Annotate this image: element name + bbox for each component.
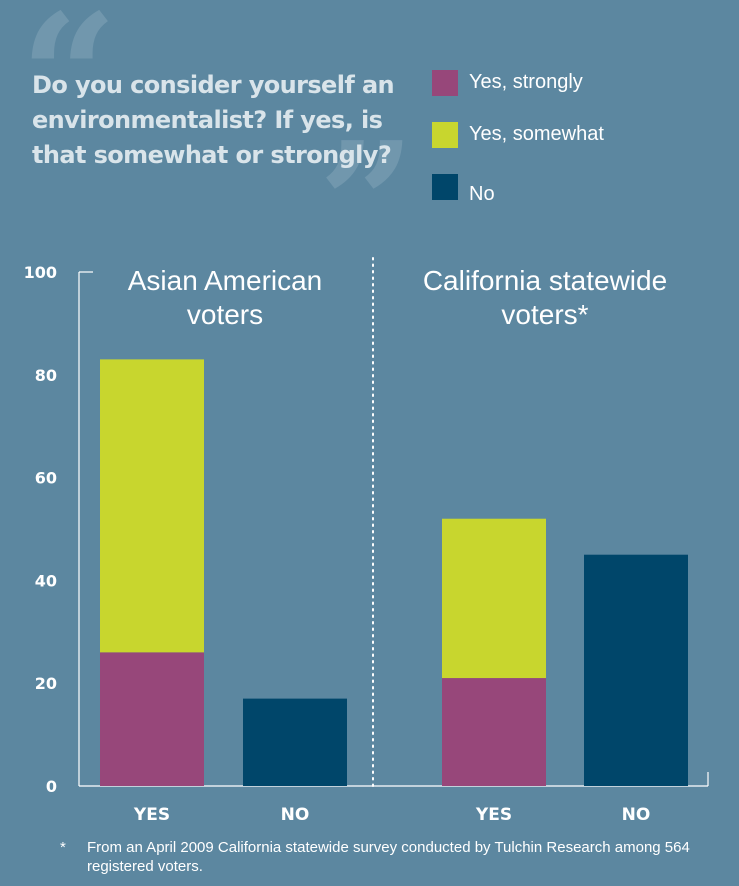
survey-question: Do you consider yourself an environmenta… <box>32 71 395 169</box>
bar-panel1-no-no <box>243 698 347 786</box>
legend-swatch-yes-strongly <box>432 69 458 96</box>
category-label-panel1-no: NO <box>281 805 310 825</box>
panel-title-1-line-1: Asian American <box>128 265 323 296</box>
bar-panel2-yes-yes-somewhat <box>442 518 546 679</box>
y-tick-label-60: 60 <box>35 469 57 488</box>
bar-panel2-no-no <box>584 554 688 786</box>
legend-swatch-yes-somewhat <box>432 121 458 148</box>
footnote-marker: * <box>60 839 66 856</box>
y-tick-label-0: 0 <box>46 777 57 796</box>
panel-title-2-line-2: voters* <box>501 299 588 330</box>
legend-label-yes-strongly: Yes, strongly <box>469 71 583 93</box>
legend-label-yes-somewhat: Yes, somewhat <box>469 123 604 145</box>
legend: Yes, strongly Yes, somewhat No <box>432 68 604 224</box>
panel-title-2-line-1: California statewide <box>423 265 667 296</box>
y-tick-label-40: 40 <box>35 571 57 590</box>
panel-title-1-line-2: voters <box>187 299 263 330</box>
y-tick-label-20: 20 <box>35 674 57 693</box>
bar-panel1-yes-yes-somewhat <box>100 359 204 653</box>
category-label-panel2-no: NO <box>622 805 651 825</box>
bar-panel1-yes-yes-strongly <box>100 652 204 786</box>
category-label-panel1-yes: YES <box>133 805 170 825</box>
footnote-text: From an April 2009 California statewide … <box>87 839 690 875</box>
legend-swatch-no <box>432 173 458 200</box>
category-label-panel2-yes: YES <box>475 805 512 825</box>
y-tick-label-80: 80 <box>35 366 57 385</box>
legend-item-no: No <box>432 172 604 205</box>
legend-item-yes-somewhat: Yes, somewhat <box>432 120 604 149</box>
legend-label-no: No <box>469 183 495 205</box>
y-tick-label-100: 100 <box>24 263 57 282</box>
bar-panel2-yes-yes-strongly <box>442 678 546 786</box>
open-quote-mark: “ <box>20 0 118 177</box>
legend-item-yes-strongly: Yes, strongly <box>432 68 604 97</box>
close-quote-mark: ” <box>318 105 416 305</box>
